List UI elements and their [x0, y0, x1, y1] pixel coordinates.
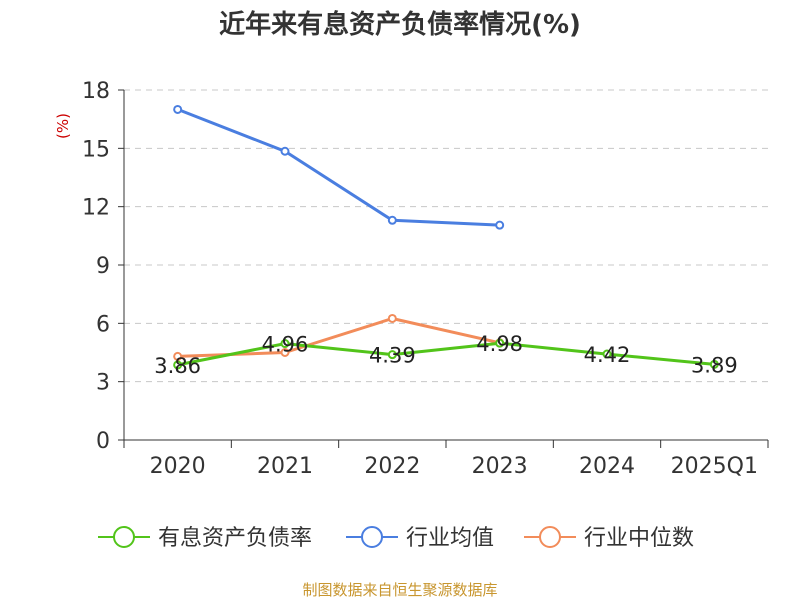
legend: 有息资产负债率 行业均值 行业中位数	[98, 526, 694, 551]
data-point-2-2022	[387, 313, 397, 323]
data-labels: 3.86 4.96 4.39 4.98 4.42 3.89	[154, 332, 737, 378]
y-axis-unit: (%)	[54, 113, 72, 139]
legend-marker-1	[361, 526, 383, 548]
x-tick-label-2022: 2022	[364, 454, 420, 479]
data-label-2023: 4.98	[476, 332, 523, 356]
x-tick-label-2020: 2020	[150, 454, 206, 479]
x-tick-label-2024: 2024	[579, 454, 635, 479]
legend-marker-0	[113, 526, 135, 548]
grid-lines	[124, 89, 768, 383]
y-tick-label-0: 0	[96, 429, 110, 454]
data-point-0-2022	[387, 350, 397, 360]
data-point-1-2020	[173, 104, 183, 114]
series-layer	[173, 104, 719, 370]
data-label-2021: 4.96	[262, 333, 309, 357]
data-point-2-2021	[280, 348, 290, 357]
legend-label-1: 行业均值	[406, 526, 494, 551]
data-point-2-2020	[173, 351, 183, 361]
data-label-2022: 4.39	[369, 344, 416, 368]
data-point-0-2020	[173, 360, 183, 370]
y-tick-label-9: 9	[96, 254, 110, 279]
y-tick-label-18: 18	[82, 79, 110, 104]
chart-title: 近年来有息资产负债率情况(%)	[219, 9, 581, 40]
y-tick-label-6: 6	[96, 312, 110, 337]
data-point-1-2021	[280, 146, 290, 156]
y-tick-label-15: 15	[82, 137, 110, 162]
data-point-0-2023	[495, 338, 505, 348]
data-label-2025Q1: 3.89	[691, 353, 738, 377]
x-tick-label-2023: 2023	[472, 454, 528, 479]
data-label-2020: 3.86	[154, 354, 201, 378]
data-point-0-2024	[602, 349, 612, 359]
y-tick-label-12: 12	[82, 196, 110, 221]
series-line-0	[176, 341, 716, 367]
data-label-2024: 4.42	[584, 343, 631, 367]
x-tick-label-2021: 2021	[257, 454, 313, 479]
x-tick-label-2025Q1: 2025Q1	[671, 454, 758, 479]
data-point-1-2023	[495, 220, 505, 230]
legend-label-2: 行业中位数	[584, 526, 694, 551]
series-line-2	[176, 317, 502, 358]
y-tick-label-3: 3	[96, 371, 110, 396]
data-point-1-2022	[387, 215, 397, 225]
series-line-1	[176, 107, 502, 227]
legend-marker-2	[539, 526, 561, 548]
data-point-0-2021	[280, 339, 290, 349]
data-source-note: 制图数据来自恒生聚源数据库	[302, 581, 497, 599]
data-point-0-2025Q1	[709, 359, 719, 369]
axes: 0 3 6 9 12 15 18 2020 2021 2022 2023 2024 2025Q1	[82, 79, 769, 479]
legend-label-0: 有息资产负债率	[158, 526, 312, 551]
